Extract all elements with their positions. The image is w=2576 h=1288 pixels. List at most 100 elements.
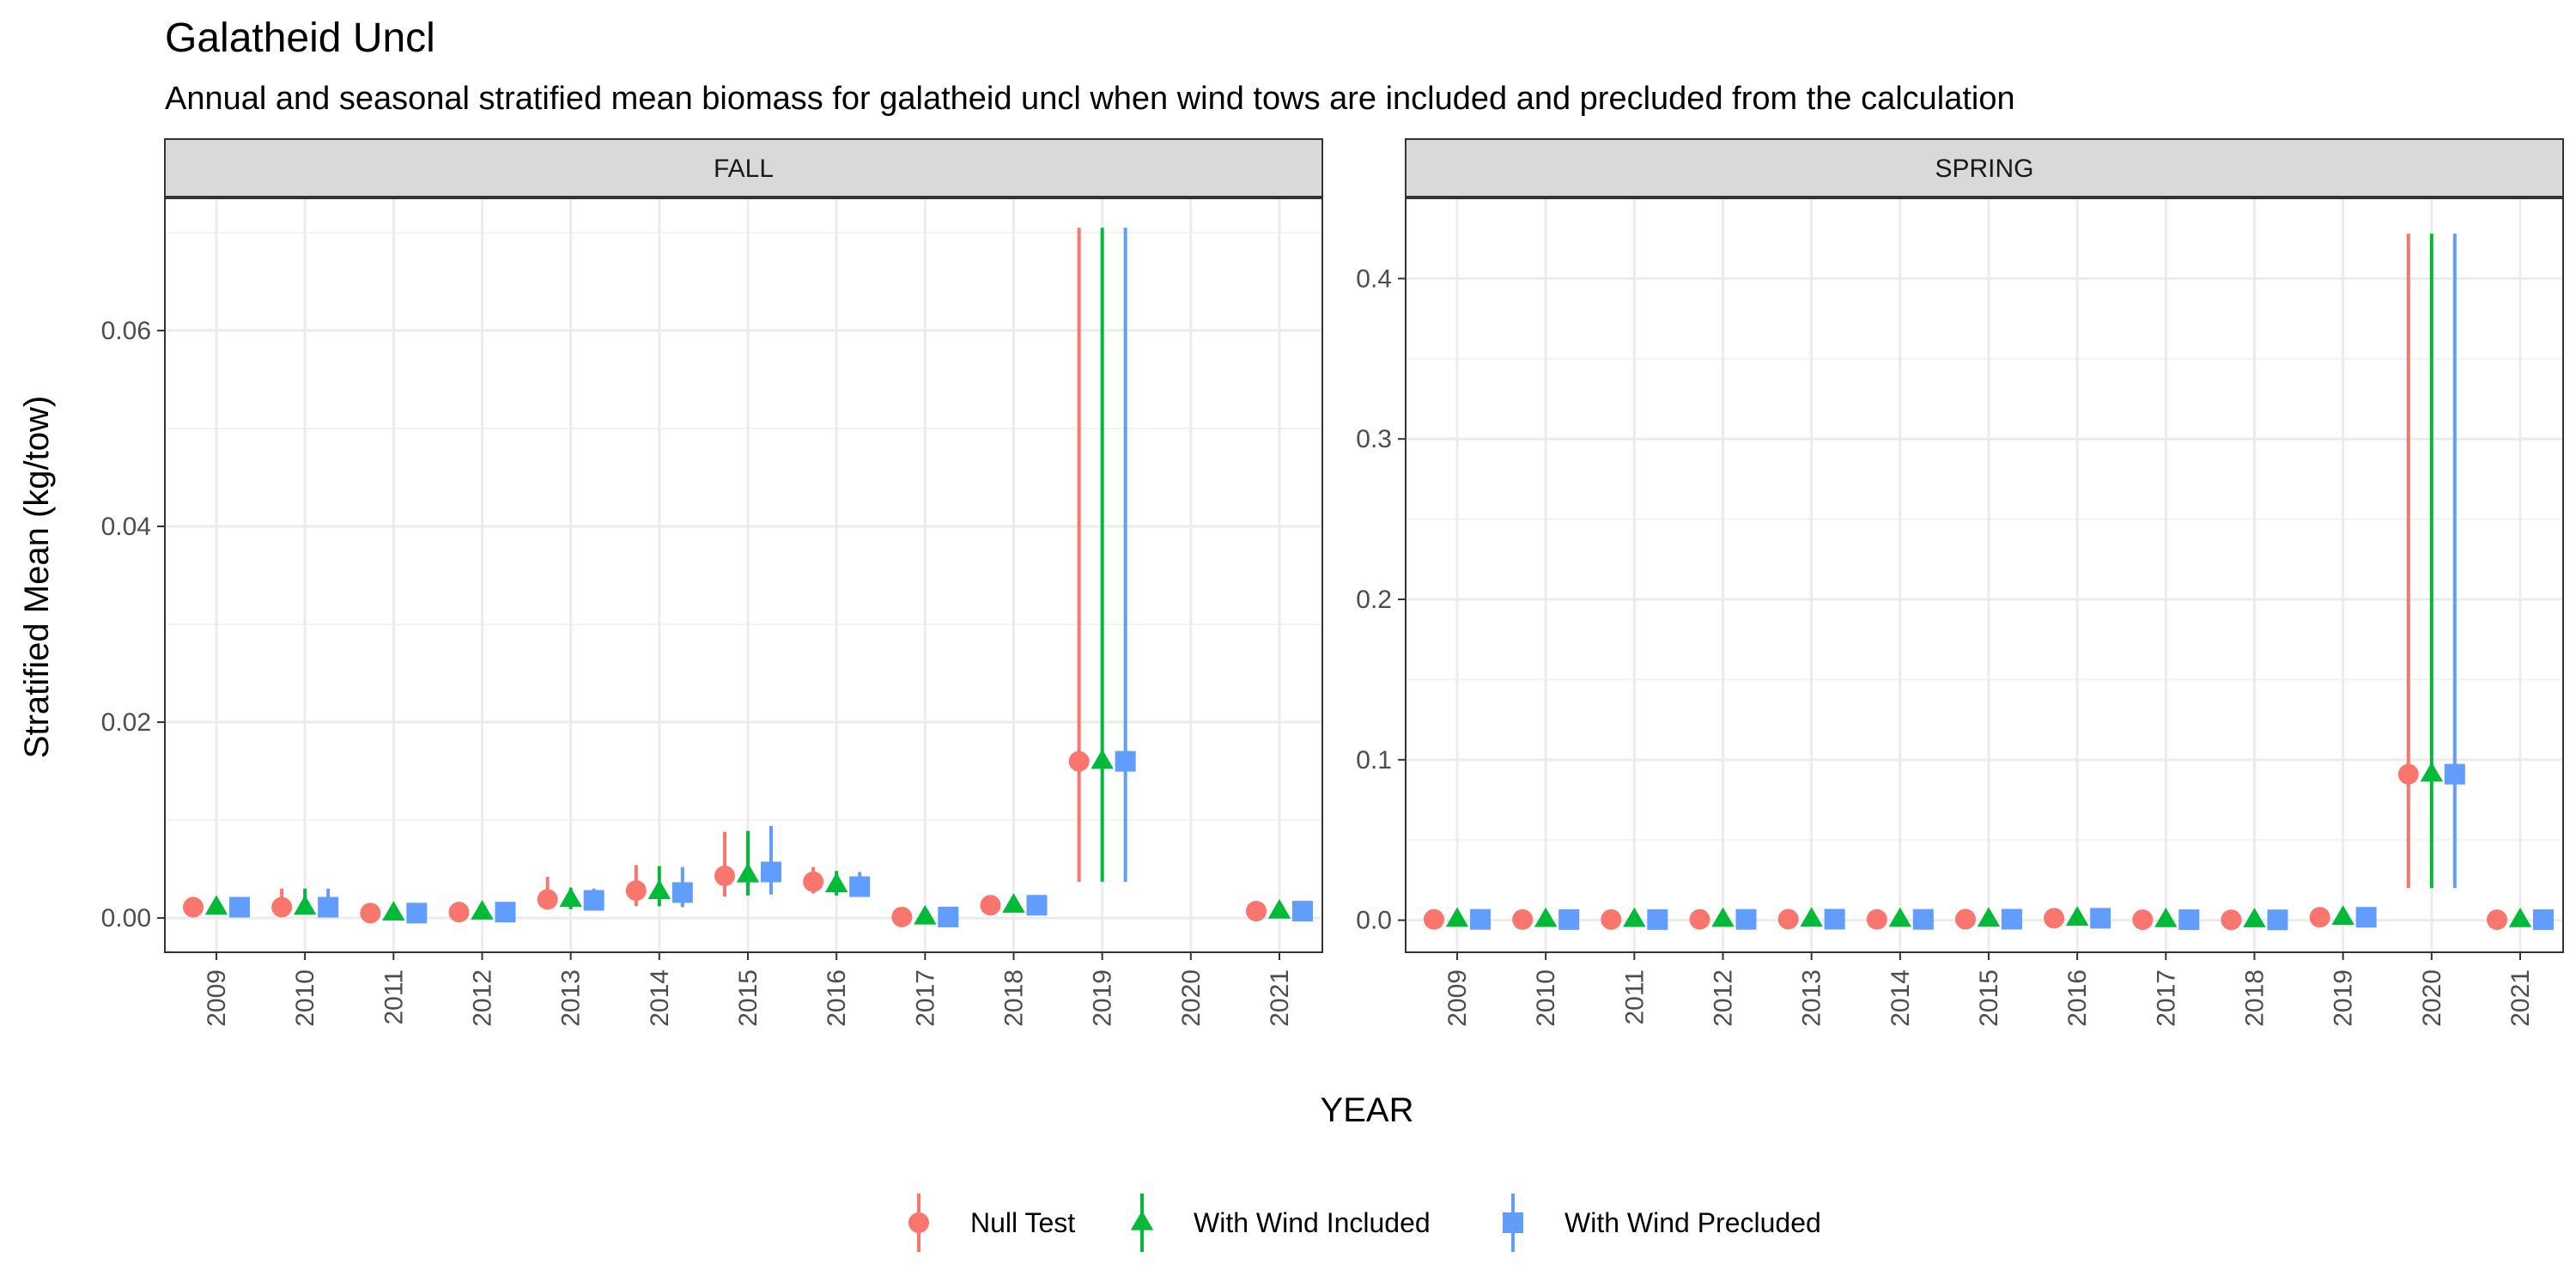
data-point [448,902,470,923]
x-tick-label: 2020 [2418,969,2446,1027]
data-point [1824,908,1845,930]
data-point [2420,762,2444,782]
y-tick-label: 0.1 [1356,746,1392,775]
legend-label: With Wind Included [1194,1207,1431,1238]
legend-key-marker [1503,1212,1523,1233]
y-axis-title: Stratified Mean (kg/tow) [18,396,56,758]
x-tick-label: 2012 [469,969,497,1027]
data-point [495,902,516,923]
x-tick-label: 2018 [2241,969,2269,1027]
legend-item: With Wind Included [1130,1194,1431,1252]
data-point [1267,898,1291,919]
panel-strip-label: FALL [714,155,774,183]
data-point [1977,907,2001,927]
panel-strip [164,138,1323,197]
data-point [1512,908,1534,930]
x-tick-label: 2019 [1089,969,1117,1027]
x-tick-label: 2010 [1532,969,1560,1027]
data-point [736,862,760,883]
y-tick-label: 0.0 [1356,907,1392,935]
data-point [1866,908,1887,930]
data-point [471,900,494,920]
data-point [1424,908,1444,930]
data-point [2355,907,2377,928]
x-tick-label: 2020 [1177,969,1206,1027]
data-point [761,861,781,883]
data-point [204,895,228,915]
x-tick-label: 2016 [2063,969,2092,1027]
data-point [2444,763,2465,785]
panel-spring: SPRING 0.0 0.1 0.2 0.3 0.4 2009 2010 2011 2012 201… [1356,138,2564,1027]
data-point [406,902,428,924]
data-point [803,871,824,892]
y-tick-label: 0.2 [1356,586,1392,614]
chart-subtitle: Annual and seasonal stratified mean biom… [165,81,2015,117]
data-point [583,890,605,911]
x-tick-label: 2012 [1710,969,1738,1027]
data-point [824,872,848,892]
data-point [360,902,381,924]
data-point [1091,749,1114,769]
x-tick-label: 2011 [380,969,408,1025]
x-tick-label: 2018 [1000,969,1029,1027]
data-point [1068,750,1090,772]
legend-label: Null Test [970,1207,1075,1238]
plot-background [1406,198,2563,952]
x-tick-label: 2011 [1620,969,1649,1025]
data-point [2221,909,2242,931]
x-tick-label: 2015 [734,969,762,1027]
data-point [1777,908,1799,930]
data-point [625,880,647,902]
data-point [891,906,913,927]
data-point [2044,908,2065,929]
data-point [2178,909,2200,931]
data-point [2309,907,2330,928]
data-point [849,876,871,897]
y-tick-label: 0.4 [1356,264,1392,293]
x-tick-label: 2021 [2506,969,2535,1027]
data-point [1601,908,1622,930]
panel-strip [1405,138,2564,197]
data-point [293,895,317,915]
data-point [1888,907,1912,927]
data-point [1115,750,1136,772]
data-point [183,896,204,918]
data-point [559,887,582,908]
x-tick-label: 2010 [291,969,319,1027]
legend-item: With Wind Precluded [1503,1194,1821,1252]
x-tick-label: 2021 [1266,969,1294,1027]
chart-title: Galatheid Uncl [165,15,435,61]
data-point [1955,908,1976,930]
data-point [1246,901,1267,922]
data-point [1292,901,1313,922]
data-point [647,879,671,899]
x-tick-label: 2013 [1798,969,1826,1027]
panel-border [1405,197,2564,953]
data-point [2331,905,2354,925]
data-point [1912,908,1934,930]
x-tick-label: 2014 [1886,969,1915,1027]
data-point [1002,893,1025,913]
data-point [2508,907,2532,927]
x-tick-label: 2016 [823,969,851,1027]
y-tick-label: 0.02 [101,708,151,737]
x-tick-label: 2009 [203,969,231,1027]
data-point [1689,908,1710,930]
legend-key-marker [908,1212,929,1233]
data-point [2243,908,2266,927]
data-point [714,866,735,887]
data-point [537,889,558,910]
data-point [1623,907,1646,927]
data-point [671,882,693,903]
legend-label: With Wind Precluded [1564,1207,1821,1238]
data-point [382,901,405,921]
data-point [980,895,1001,916]
data-point [1800,907,1823,927]
x-tick-label: 2015 [1975,969,2003,1027]
y-tick-label: 0.3 [1356,425,1392,453]
data-point [2065,906,2089,927]
data-point [1558,908,1580,930]
x-tick-label: 2009 [1443,969,1472,1027]
data-point [2002,908,2022,930]
x-tick-label: 2013 [557,969,586,1027]
